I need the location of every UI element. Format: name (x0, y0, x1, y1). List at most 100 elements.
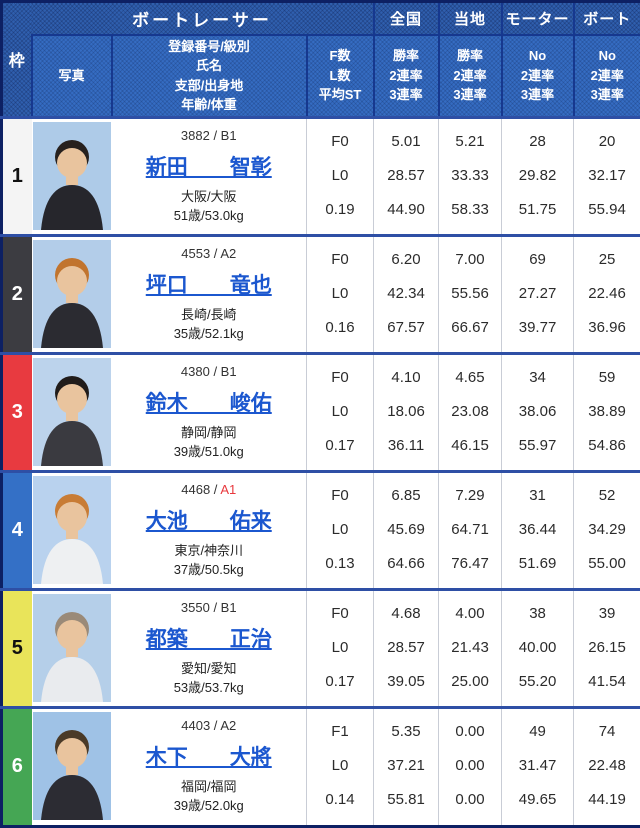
local-column-header: 当地 (439, 2, 502, 35)
person-silhouette-icon (33, 122, 111, 230)
class-badge: A2 (220, 718, 236, 733)
photo-cell (32, 235, 112, 353)
national-stats-cell: 6.20 42.34 67.57 (374, 235, 439, 353)
racer-profile: 4380 / B1 鈴木 峻佑 静岡/静岡 39歳/51.0kg (112, 353, 307, 471)
person-silhouette-icon (33, 712, 111, 820)
registration-class: 4380 / B1 (112, 365, 307, 379)
racer-name-link[interactable]: 都築 正治 (146, 623, 272, 653)
racer-row: 1 3882 / B1 新田 智彰 大阪/大阪 51歳/53.0kg F0 L0… (2, 117, 640, 235)
fl-st-cell: F0 L0 0.19 (307, 117, 374, 235)
racer-row: 5 3550 / B1 都築 正治 愛知/愛知 53歳/53.7kg F0 L0… (2, 589, 640, 707)
racer-photo[interactable] (33, 712, 111, 820)
branch-birthplace: 東京/神奈川 (112, 542, 307, 561)
branch-birthplace: 福岡/福岡 (112, 778, 307, 797)
local-stats-cell: 4.65 23.08 46.15 (439, 353, 502, 471)
racer-photo[interactable] (33, 594, 111, 702)
racer-profile: 4403 / A2 木下 大將 福岡/福岡 39歳/52.0kg (112, 707, 307, 826)
racer-group-header: ボートレーサー (32, 2, 374, 35)
branch-birthplace: 静岡/静岡 (112, 424, 307, 443)
racer-name-link[interactable]: 大池 佑来 (146, 505, 272, 535)
age-weight: 37歳/50.5kg (112, 561, 307, 580)
local-sub-header: 勝率 2連率 3連率 (439, 35, 502, 118)
racer-row: 4 4468 / A1 大池 佑来 東京/神奈川 37歳/50.5kg F0 L… (2, 471, 640, 589)
national-stats-cell: 4.10 18.06 36.11 (374, 353, 439, 471)
local-stats-cell: 0.00 0.00 0.00 (439, 707, 502, 826)
racer-profile: 3550 / B1 都築 正治 愛知/愛知 53歳/53.7kg (112, 589, 307, 707)
registration-class: 4553 / A2 (112, 247, 307, 261)
branch-birthplace: 大阪/大阪 (112, 188, 307, 207)
photo-cell (32, 589, 112, 707)
fl-st-cell: F0 L0 0.13 (307, 471, 374, 589)
motor-stats-cell: 38 40.00 55.20 (502, 589, 574, 707)
boat-stats-cell: 20 32.17 55.94 (574, 117, 640, 235)
racer-row: 6 4403 / A2 木下 大將 福岡/福岡 39歳/52.0kg F1 L0… (2, 707, 640, 826)
boat-sub-header: No 2連率 3連率 (574, 35, 640, 118)
racer-name-link[interactable]: 坪口 竜也 (146, 269, 272, 299)
registration-class: 4403 / A2 (112, 719, 307, 733)
racer-photo[interactable] (33, 358, 111, 466)
person-silhouette-icon (33, 358, 111, 466)
national-column-header: 全国 (374, 2, 439, 35)
national-stats-cell: 4.68 28.57 39.05 (374, 589, 439, 707)
racer-row: 3 4380 / B1 鈴木 峻佑 静岡/静岡 39歳/51.0kg F0 L0… (2, 353, 640, 471)
branch-birthplace: 愛知/愛知 (112, 660, 307, 679)
motor-stats-cell: 31 36.44 51.69 (502, 471, 574, 589)
racer-photo[interactable] (33, 476, 111, 584)
racer-photo[interactable] (33, 122, 111, 230)
racer-profile: 4468 / A1 大池 佑来 東京/神奈川 37歳/50.5kg (112, 471, 307, 589)
boat-stats-cell: 25 22.46 36.96 (574, 235, 640, 353)
registration-class: 3882 / B1 (112, 129, 307, 143)
motor-stats-cell: 28 29.82 51.75 (502, 117, 574, 235)
fl-st-column-header: F数 L数 平均ST (307, 35, 374, 118)
branch-birthplace: 長崎/長崎 (112, 306, 307, 325)
fl-st-cell: F1 L0 0.14 (307, 707, 374, 826)
fl-st-cell: F0 L0 0.17 (307, 353, 374, 471)
frame-number: 4 (2, 471, 32, 589)
age-weight: 35歳/52.1kg (112, 325, 307, 344)
photo-cell (32, 117, 112, 235)
national-stats-cell: 6.85 45.69 64.66 (374, 471, 439, 589)
motor-sub-header: No 2連率 3連率 (502, 35, 574, 118)
class-badge: B1 (221, 600, 237, 615)
motor-stats-cell: 34 38.06 55.97 (502, 353, 574, 471)
age-weight: 53歳/53.7kg (112, 679, 307, 698)
racer-profile: 3882 / B1 新田 智彰 大阪/大阪 51歳/53.0kg (112, 117, 307, 235)
profile-column-header: 登録番号/級別 氏名 支部/出身地 年齢/体重 (112, 35, 307, 118)
racer-name-link[interactable]: 木下 大將 (146, 741, 272, 771)
class-badge: B1 (221, 364, 237, 379)
age-weight: 39歳/51.0kg (112, 443, 307, 462)
class-badge: A1 (220, 482, 236, 497)
motor-column-header: モーター (502, 2, 574, 35)
racer-name-link[interactable]: 鈴木 峻佑 (146, 387, 272, 417)
boat-stats-cell: 39 26.15 41.54 (574, 589, 640, 707)
class-badge: A2 (220, 246, 236, 261)
local-stats-cell: 7.29 64.71 76.47 (439, 471, 502, 589)
frame-number: 1 (2, 117, 32, 235)
photo-cell (32, 353, 112, 471)
photo-cell (32, 471, 112, 589)
racer-profile: 4553 / A2 坪口 竜也 長崎/長崎 35歳/52.1kg (112, 235, 307, 353)
national-stats-cell: 5.01 28.57 44.90 (374, 117, 439, 235)
frame-number: 3 (2, 353, 32, 471)
racer-row: 2 4553 / A2 坪口 竜也 長崎/長崎 35歳/52.1kg F0 L0… (2, 235, 640, 353)
motor-stats-cell: 49 31.47 49.65 (502, 707, 574, 826)
frame-number: 5 (2, 589, 32, 707)
racer-name-link[interactable]: 新田 智彰 (146, 151, 272, 181)
frame-column-header: 枠 (2, 2, 32, 118)
racer-photo[interactable] (33, 240, 111, 348)
registration-class: 3550 / B1 (112, 601, 307, 615)
person-silhouette-icon (33, 476, 111, 584)
photo-column-header: 写真 (32, 35, 112, 118)
national-stats-cell: 5.35 37.21 55.81 (374, 707, 439, 826)
boat-stats-cell: 52 34.29 55.00 (574, 471, 640, 589)
motor-stats-cell: 69 27.27 39.77 (502, 235, 574, 353)
table-header: 枠 ボートレーサー 全国 当地 モーター ボート 写真 登録番号/級別 氏名 支… (2, 2, 640, 118)
racer-rows: 1 3882 / B1 新田 智彰 大阪/大阪 51歳/53.0kg F0 L0… (2, 117, 640, 826)
age-weight: 39歳/52.0kg (112, 797, 307, 816)
age-weight: 51歳/53.0kg (112, 207, 307, 226)
boat-stats-cell: 59 38.89 54.86 (574, 353, 640, 471)
fl-st-cell: F0 L0 0.17 (307, 589, 374, 707)
frame-number: 6 (2, 707, 32, 826)
